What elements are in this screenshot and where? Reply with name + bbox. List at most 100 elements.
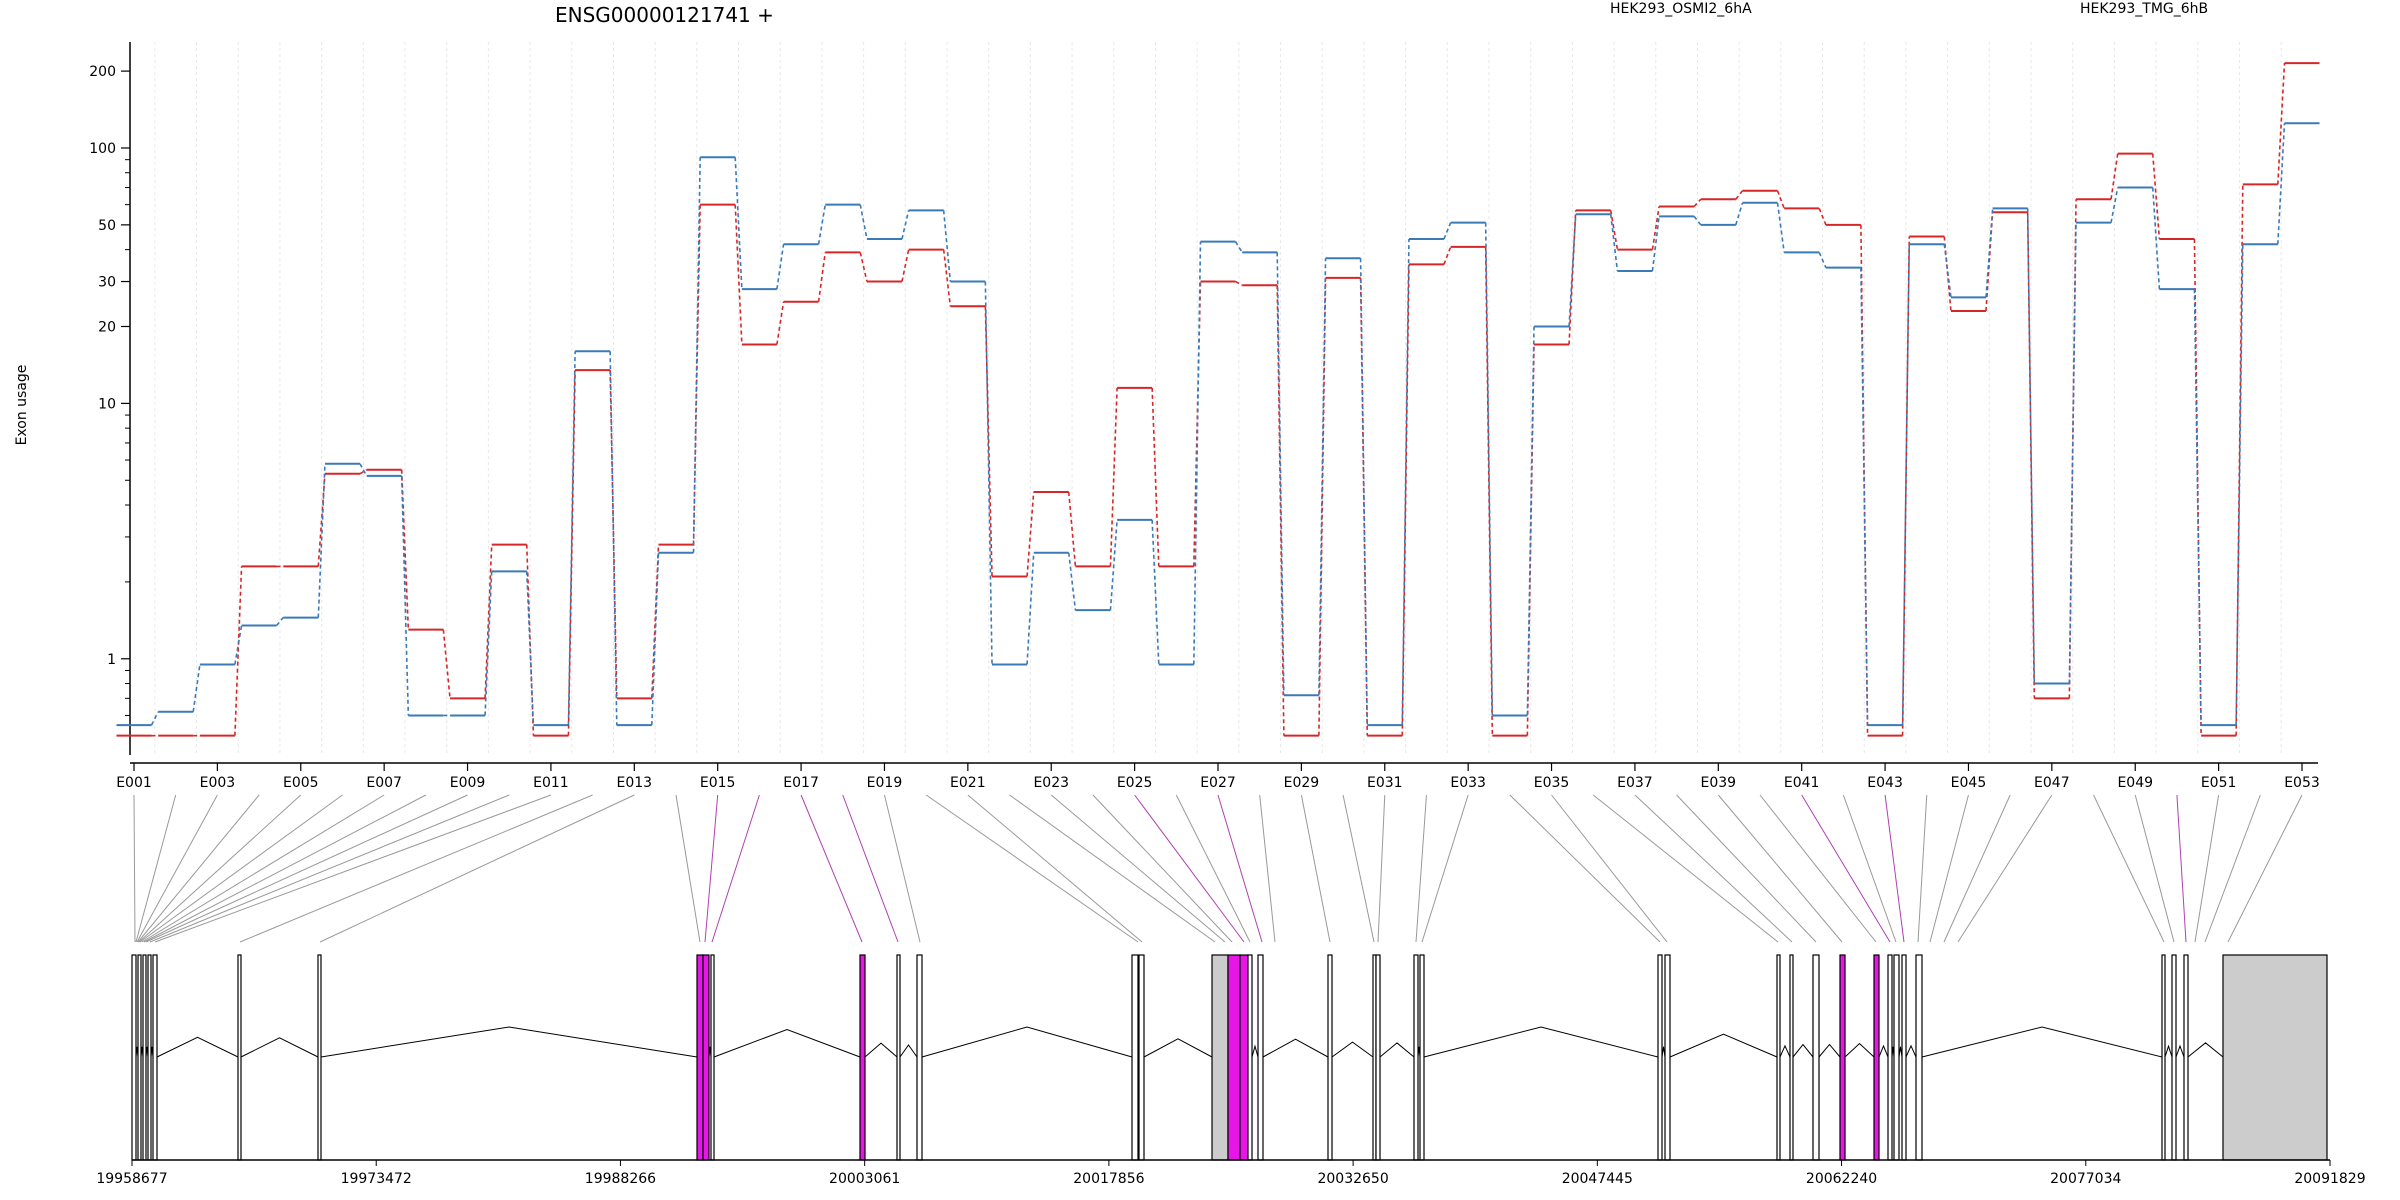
exon-box xyxy=(696,954,704,1161)
exon-connector xyxy=(1592,794,1779,943)
x-tick-label: E025 xyxy=(1117,775,1153,791)
y-tick-label: 30 xyxy=(98,275,116,291)
genomic-tick-label: 19988266 xyxy=(585,1171,656,1187)
genomic-tick-label: 20047445 xyxy=(1562,1171,1633,1187)
exon-connector xyxy=(143,794,427,943)
series-connector-line xyxy=(151,63,2286,737)
exon-box xyxy=(1247,954,1253,1161)
exon-box xyxy=(1138,954,1145,1161)
exon-connector xyxy=(1092,794,1233,943)
exon-connector xyxy=(136,794,218,943)
exon-connector xyxy=(2176,794,2187,943)
exon-connector xyxy=(1957,794,2053,943)
exon-box xyxy=(1419,954,1425,1161)
y-tick-label: 200 xyxy=(89,64,116,80)
exon-connector xyxy=(1300,794,1331,943)
exon-box xyxy=(1915,954,1923,1161)
exon-connector xyxy=(800,794,863,943)
y-axis-label: Exon usage xyxy=(14,365,30,446)
exon-box xyxy=(2183,954,2189,1161)
exon-box xyxy=(710,954,715,1161)
exon-connector xyxy=(1717,794,1843,943)
y-tick-label: 50 xyxy=(98,218,116,234)
x-tick-label: E051 xyxy=(2201,775,2237,791)
genomic-tick-label: 20091829 xyxy=(2294,1171,2365,1187)
exon-connector xyxy=(1509,794,1661,943)
exon-connector xyxy=(145,794,468,943)
exon-connector xyxy=(1634,794,1793,943)
x-tick-label: E047 xyxy=(2034,775,2070,791)
exon-connector xyxy=(1217,794,1263,943)
exon-connector xyxy=(925,794,1139,943)
x-tick-label: E043 xyxy=(1867,775,1903,791)
exon-box xyxy=(237,954,242,1161)
exon-connector xyxy=(1676,794,1817,943)
exon-box xyxy=(1257,954,1264,1161)
exon-box xyxy=(1327,954,1333,1161)
exon-box xyxy=(1812,954,1820,1161)
genomic-tick-label: 19973472 xyxy=(341,1171,412,1187)
x-tick-label: E049 xyxy=(2117,775,2153,791)
x-tick-label: E001 xyxy=(116,775,152,791)
exon-connector xyxy=(842,794,899,943)
exon-box xyxy=(1211,954,1229,1161)
x-tick-label: E003 xyxy=(200,775,236,791)
exon-box xyxy=(1664,954,1671,1161)
exon-box xyxy=(859,954,866,1161)
gene-model xyxy=(131,954,2328,1161)
exon-box xyxy=(317,954,322,1161)
exon-connector xyxy=(675,794,701,943)
y-tick-label: 10 xyxy=(98,396,116,412)
exon-connector xyxy=(1551,794,1668,943)
x-tick-label: E045 xyxy=(1951,775,1987,791)
exon-box xyxy=(1657,954,1663,1161)
exon-connector xyxy=(1134,794,1245,943)
exon-connector xyxy=(135,794,177,943)
x-tick-label: E021 xyxy=(950,775,986,791)
x-tick-label: E011 xyxy=(533,775,569,791)
x-tick-label: E015 xyxy=(700,775,736,791)
exon-connector xyxy=(149,794,510,943)
exon-box xyxy=(916,954,923,1161)
genomic-tick-label: 19958677 xyxy=(96,1171,167,1187)
exon-connector xyxy=(137,794,260,943)
genomic-tick-label: 20003061 xyxy=(829,1171,900,1187)
exon-connector xyxy=(1842,794,1897,943)
y-axis: 1 10 20 30 50 100 200 xyxy=(89,42,131,755)
exon-connector xyxy=(141,794,385,943)
exon-connector xyxy=(239,794,593,943)
series-lines xyxy=(116,62,2320,737)
exon-box xyxy=(1131,954,1139,1161)
exon-box xyxy=(1873,954,1880,1161)
exon-box xyxy=(2171,954,2177,1161)
genomic-axis: 19958677 19973472 19988266 20003061 20017856… xyxy=(96,1159,2366,1187)
x-tick-label: E019 xyxy=(867,775,903,791)
genomic-tick-label: 20077034 xyxy=(2050,1171,2121,1187)
exon-box xyxy=(1887,954,1893,1161)
genomic-tick-label: 20062240 xyxy=(1806,1171,1877,1187)
exon-box xyxy=(1239,954,1249,1161)
exon-box xyxy=(137,954,142,1161)
exon-connectors xyxy=(133,794,2303,943)
exon-connector xyxy=(711,794,760,943)
intron-line xyxy=(135,1026,2224,1058)
x-tick-label: E007 xyxy=(366,775,402,791)
x-tick-label: E041 xyxy=(1784,775,1820,791)
x-tick-label: E027 xyxy=(1200,775,1236,791)
exon-connector xyxy=(883,794,921,943)
exon-box xyxy=(1893,954,1900,1161)
x-tick-label: E013 xyxy=(617,775,653,791)
x-tick-label: E005 xyxy=(283,775,319,791)
exon-connector xyxy=(1421,794,1469,943)
chart-title: ENSG00000121741 + xyxy=(555,3,774,27)
exon-connector xyxy=(133,794,136,943)
exon-box xyxy=(1789,954,1794,1161)
exon-connector xyxy=(1050,794,1226,943)
exon-connector xyxy=(1929,794,1969,943)
exon-connector xyxy=(1259,794,1276,943)
exon-box xyxy=(1839,954,1846,1161)
exon-box xyxy=(2222,954,2328,1161)
exon-connector xyxy=(2093,794,2165,943)
x-tick-label: E033 xyxy=(1450,775,1486,791)
